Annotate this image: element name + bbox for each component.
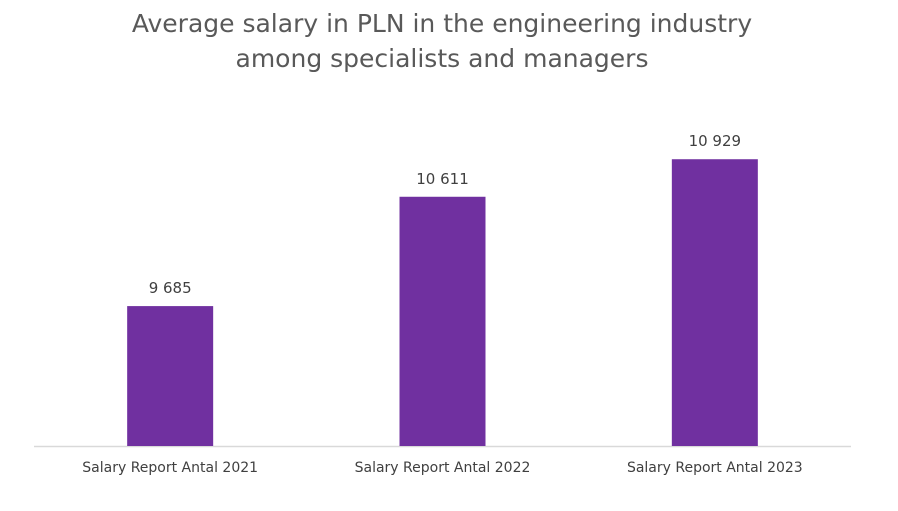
bars-group: [127, 159, 758, 446]
category-label-2: Salary Report Antal 2022: [355, 460, 531, 476]
value-label-2: 10 611: [416, 170, 469, 188]
bar-3: [671, 159, 758, 446]
category-labels-group: Salary Report Antal 2021 Salary Report An…: [82, 460, 802, 476]
value-label-1: 9 685: [149, 279, 192, 297]
category-label-1: Salary Report Antal 2021: [82, 460, 258, 476]
chart-title-line-1: Average salary in PLN in the engineering…: [131, 9, 753, 38]
value-labels-group: 9 685 10 611 10 929: [149, 132, 741, 297]
chart-title-line-2: among specialists and managers: [235, 44, 649, 73]
category-label-3: Salary Report Antal 2023: [627, 460, 803, 476]
value-label-3: 10 929: [689, 132, 742, 150]
chart-title: Average salary in PLN in the engineering…: [0, 6, 884, 76]
bar-1: [127, 306, 214, 446]
bar-2: [399, 196, 486, 446]
